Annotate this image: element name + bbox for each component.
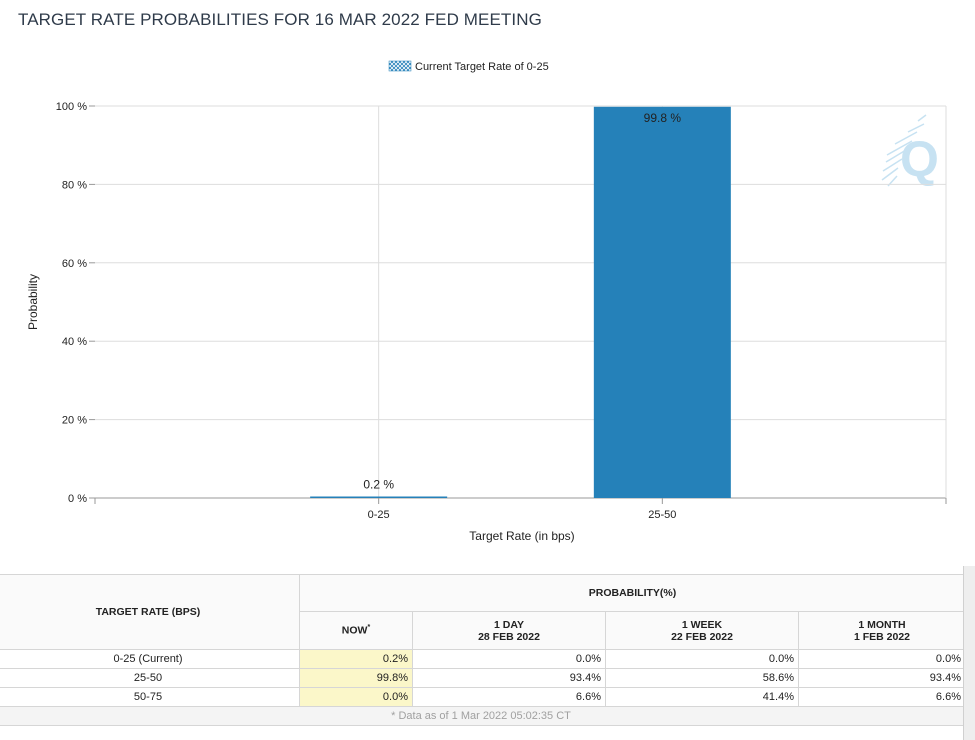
col-now-label: NOW (341, 624, 368, 637)
data-label: 0.2 % (363, 478, 394, 492)
chart-gridlines (95, 105, 947, 499)
target-rate-header: TARGET RATE (BPS) (0, 574, 300, 650)
cell-1month: 93.4% (798, 668, 966, 688)
cell-1month: 6.6% (798, 687, 966, 707)
table-row: 50-75 0.0% 6.6% 41.4% 6.6% (0, 687, 966, 707)
chart-legend[interactable]: Current Target Rate of 0-25 (388, 60, 549, 73)
cell-now: 0.0% (299, 687, 413, 707)
y-axis: 0 % 20 % 40 % 60 % 80 % 100 % (56, 101, 95, 505)
col-1week-label: 1 WEEK (681, 618, 723, 631)
chart-bars: 0.2 % 99.8 % (310, 106, 731, 499)
row-rate: 25-50 (0, 668, 300, 688)
row-rate: 0-25 (Current) (0, 649, 300, 669)
col-1month-date: 1 FEB 2022 (853, 630, 911, 643)
cell-now: 0.2% (299, 649, 413, 669)
col-now: NOW* (299, 611, 413, 650)
legend-swatch (388, 60, 412, 72)
y-tick-label: 80 % (62, 179, 87, 191)
cell-1day: 6.6% (412, 687, 606, 707)
cell-1month: 0.0% (798, 649, 966, 669)
cell-1day: 93.4% (412, 668, 606, 688)
cell-1week: 58.6% (605, 668, 799, 688)
y-tick-label: 40 % (62, 336, 87, 348)
bar-0-25[interactable] (310, 496, 448, 499)
y-tick-label: 60 % (62, 258, 87, 270)
y-tick-label: 100 % (56, 101, 87, 113)
x-tick-label: 25-50 (648, 509, 676, 521)
col-1month-label: 1 MONTH (858, 618, 906, 631)
cell-now: 99.8% (299, 668, 413, 688)
table-row: 25-50 99.8% 93.4% 58.6% 93.4% (0, 668, 966, 688)
cell-1week: 0.0% (605, 649, 799, 669)
watermark-logo: Q (881, 114, 939, 187)
page-title: TARGET RATE PROBABILITIES FOR 16 MAR 202… (18, 10, 542, 29)
table-footnote: * Data as of 1 Mar 2022 05:02:35 CT (0, 706, 966, 726)
y-axis-title: Probability (26, 274, 40, 330)
row-rate: 50-75 (0, 687, 300, 707)
col-1month: 1 MONTH 1 FEB 2022 (798, 611, 966, 650)
cell-1day: 0.0% (412, 649, 606, 669)
bar-25-50[interactable] (593, 106, 731, 498)
col-now-marker: * (367, 624, 371, 632)
x-axis-title: Target Rate (in bps) (469, 529, 574, 543)
cell-1week: 41.4% (605, 687, 799, 707)
probability-header: PROBABILITY(%) (299, 574, 966, 612)
x-axis: 0-25 25-50 (94, 498, 947, 521)
bar-chart: Current Target Rate of 0-25 Q 0 % 20 % 40 … (26, 60, 947, 543)
col-1day-label: 1 DAY (494, 618, 524, 631)
y-tick-label: 0 % (68, 493, 87, 505)
col-1day: 1 DAY 28 FEB 2022 (412, 611, 606, 650)
scrollbar-strip[interactable] (963, 566, 975, 740)
col-1week-date: 22 FEB 2022 (671, 630, 733, 643)
data-label: 99.8 % (644, 111, 682, 125)
col-1week: 1 WEEK 22 FEB 2022 (605, 611, 799, 650)
y-tick-label: 20 % (62, 415, 87, 427)
x-tick-label: 0-25 (368, 509, 390, 521)
legend-label: Current Target Rate of 0-25 (415, 61, 549, 73)
watermark-q: Q (900, 131, 939, 187)
table-row: 0-25 (Current) 0.2% 0.0% 0.0% 0.0% (0, 649, 966, 669)
probability-table: TARGET RATE (BPS) PROBABILITY(%) NOW* 1 … (0, 574, 966, 726)
col-1day-date: 28 FEB 2022 (478, 630, 540, 643)
